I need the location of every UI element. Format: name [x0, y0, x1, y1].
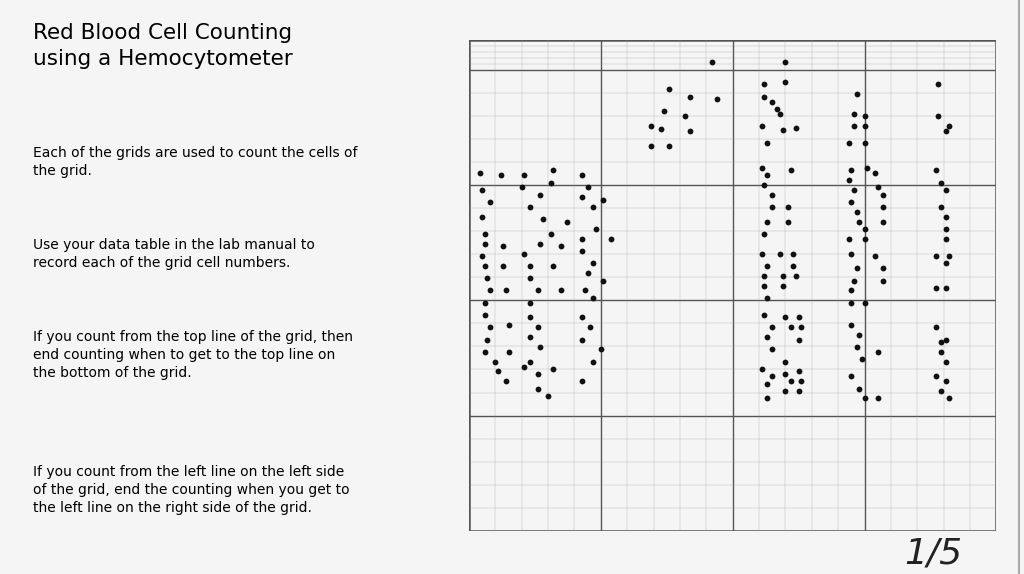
Text: Use your data table in the lab manual to
record each of the grid cell numbers.: Use your data table in the lab manual to… — [33, 238, 314, 270]
Text: Each of the grids are used to count the cells of
the grid.: Each of the grids are used to count the … — [33, 146, 357, 178]
Text: If you count from the top line of the grid, then
end counting when to get to the: If you count from the top line of the gr… — [33, 330, 352, 380]
Text: Red Blood Cell Counting
using a Hemocytometer: Red Blood Cell Counting using a Hemocyto… — [33, 23, 293, 68]
Text: 1/5: 1/5 — [904, 537, 963, 571]
Text: If you count from the left line on the left side
of the grid, end the counting w: If you count from the left line on the l… — [33, 465, 349, 515]
